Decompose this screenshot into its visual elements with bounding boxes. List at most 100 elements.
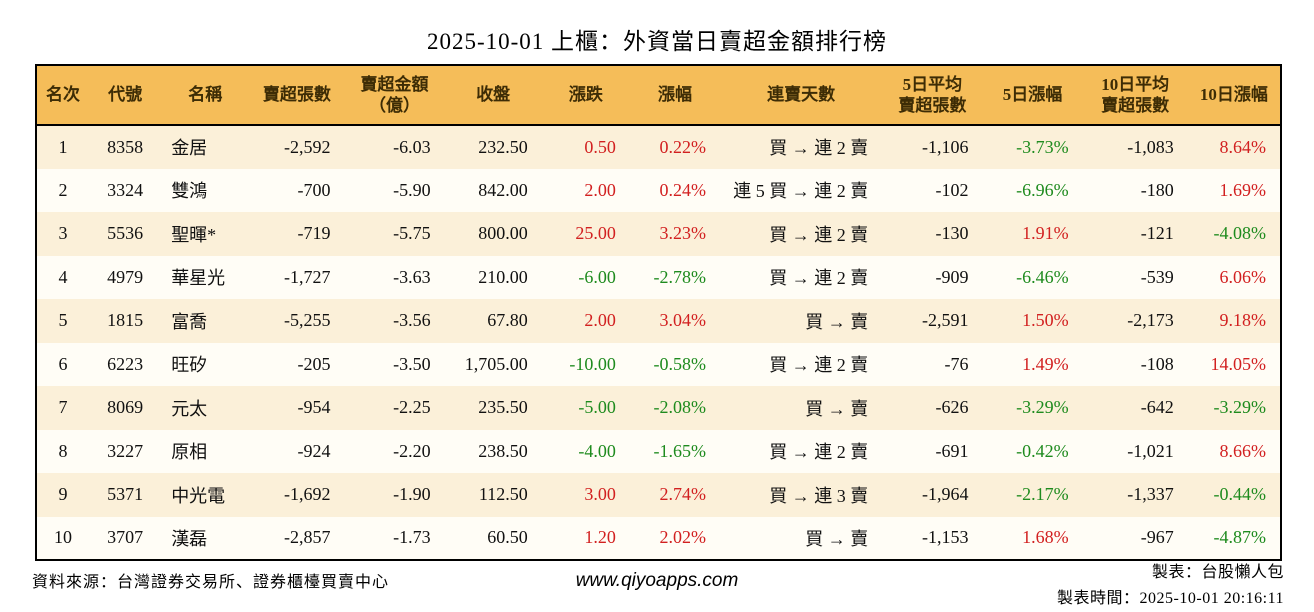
cell-close: 60.50: [444, 516, 542, 560]
cell-avg5-volume: -1,964: [882, 473, 983, 517]
cell-pct-5d: -2.17%: [982, 473, 1083, 517]
foreign-net-sell-ranking-table: 名次 代號 名稱 賣超張數 賣超金額 （億） 收盤 漲跌 漲幅 連賣天數 5日平均 賣超張數 5日漲…: [35, 64, 1282, 561]
cell-name: 聖暉*: [161, 212, 250, 256]
cell-name: 華星光: [161, 255, 250, 299]
table-row: 9 5371 中光電 -1,692 -1.90 112.50 3.00 2.74% 買 → 連 …: [36, 473, 1281, 517]
cell-avg10-volume: -108: [1082, 342, 1188, 386]
table-body: 1 8358 金居 -2,592 -6.03 232.50 0.50 0.22% 買 → 連 2…: [36, 125, 1281, 560]
cell-close: 232.50: [444, 125, 542, 169]
table-row: 7 8069 元太 -954 -2.25 235.50 -5.00 -2.08% 買 → 賣 -6…: [36, 386, 1281, 430]
cell-avg5-volume: -1,153: [882, 516, 983, 560]
cell-close: 842.00: [444, 168, 542, 212]
cell-change-pct: -0.58%: [629, 342, 721, 386]
header-row: 名次 代號 名稱 賣超張數 賣超金額 （億） 收盤 漲跌 漲幅 連賣天數 5日平均 賣超張數 5日漲…: [36, 65, 1281, 126]
cell-sell-streak: 買 → 賣: [720, 299, 883, 343]
cell-avg10-volume: -180: [1082, 168, 1188, 212]
table-row: 6 6223 旺矽 -205 -3.50 1,705.00 -10.00 -0.58% 買 → …: [36, 342, 1281, 386]
cell-pct-5d: 1.50%: [982, 299, 1083, 343]
cell-sell-streak: 買 → 連 2 賣: [720, 125, 883, 169]
cell-code: 5371: [89, 473, 162, 517]
cell-sell-streak: 連 5 買 → 連 2 賣: [720, 168, 883, 212]
cell-sell-streak: 買 → 連 3 賣: [720, 473, 883, 517]
page-title: 2025-10-01 上櫃：外資當日賣超金額排行榜: [426, 29, 888, 54]
table-row: 8 3227 原相 -924 -2.20 238.50 -4.00 -1.65% 買 → 連 2…: [36, 429, 1281, 473]
cell-rank: 7: [36, 386, 90, 430]
cell-avg10-volume: -121: [1082, 212, 1188, 256]
table-row: 4 4979 華星光 -1,727 -3.63 210.00 -6.00 -2.78% 買 → …: [36, 255, 1281, 299]
cell-sell-volume: -700: [249, 168, 345, 212]
cell-pct-10d: -4.87%: [1187, 516, 1281, 560]
cell-change-pct: -2.78%: [629, 255, 721, 299]
cell-sell-amount: -3.56: [344, 299, 445, 343]
cell-avg10-volume: -967: [1082, 516, 1188, 560]
cell-code: 3707: [89, 516, 162, 560]
cell-change: 2.00: [541, 168, 630, 212]
cell-sell-volume: -719: [249, 212, 345, 256]
cell-code: 1815: [89, 299, 162, 343]
cell-code: 5536: [89, 212, 162, 256]
cell-change-pct: 0.22%: [629, 125, 721, 169]
column-header-rank: 名次: [36, 65, 90, 126]
cell-rank: 8: [36, 429, 90, 473]
cell-change: -10.00: [541, 342, 630, 386]
cell-sell-amount: -1.73: [344, 516, 445, 560]
cell-avg10-volume: -1,337: [1082, 473, 1188, 517]
column-header-change-pct: 漲幅: [629, 65, 721, 126]
column-header-name: 名稱: [161, 65, 250, 126]
cell-sell-streak: 買 → 賣: [720, 516, 883, 560]
column-header-pct-10d: 10日漲幅: [1187, 65, 1281, 126]
table-header: 名次 代號 名稱 賣超張數 賣超金額 （億） 收盤 漲跌 漲幅 連賣天數 5日平均 賣超張數 5日漲…: [36, 65, 1281, 126]
maker-credit: 製表：台股懶人包: [1151, 564, 1284, 581]
cell-pct-5d: 1.91%: [982, 212, 1083, 256]
column-header-sell-amount: 賣超金額 （億）: [344, 65, 445, 126]
cell-avg5-volume: -909: [882, 255, 983, 299]
cell-sell-amount: -3.50: [344, 342, 445, 386]
cell-rank: 5: [36, 299, 90, 343]
cell-avg5-volume: -2,591: [882, 299, 983, 343]
cell-avg10-volume: -1,021: [1082, 429, 1188, 473]
cell-avg10-volume: -2,173: [1082, 299, 1188, 343]
ranking-table: 名次 代號 名稱 賣超張數 賣超金額 （億） 收盤 漲跌 漲幅 連賣天數 5日平均 賣超張數 5日漲…: [35, 64, 1282, 561]
cell-change-pct: 2.02%: [629, 516, 721, 560]
table-row: 10 3707 漢磊 -2,857 -1.73 60.50 1.20 2.02% 買 → 賣 -1…: [36, 516, 1281, 560]
data-source: 資料來源：台灣證券交易所、證券櫃檯買賣中心: [32, 574, 390, 591]
column-header-change: 漲跌: [541, 65, 630, 126]
column-header-sell-volume: 賣超張數: [249, 65, 345, 126]
website-url: www.qiyoapps.com: [575, 570, 739, 591]
cell-rank: 10: [36, 516, 90, 560]
cell-sell-volume: -1,692: [249, 473, 345, 517]
footer: 資料來源：台灣證券交易所、證券櫃檯買賣中心 www.qiyoapps.com 製…: [30, 560, 1284, 610]
cell-sell-volume: -2,857: [249, 516, 345, 560]
cell-change: 2.00: [541, 299, 630, 343]
table-row: 1 8358 金居 -2,592 -6.03 232.50 0.50 0.22% 買 → 連 2…: [36, 125, 1281, 169]
cell-name: 漢磊: [161, 516, 250, 560]
cell-code: 4979: [89, 255, 162, 299]
cell-change-pct: 0.24%: [629, 168, 721, 212]
cell-name: 旺矽: [161, 342, 250, 386]
cell-pct-5d: -0.42%: [982, 429, 1083, 473]
table-row: 2 3324 雙鴻 -700 -5.90 842.00 2.00 0.24% 連 5 買 → 連…: [36, 168, 1281, 212]
cell-change: 1.20: [541, 516, 630, 560]
cell-sell-volume: -924: [249, 429, 345, 473]
cell-pct-10d: -3.29%: [1187, 386, 1281, 430]
cell-pct-10d: 8.66%: [1187, 429, 1281, 473]
cell-sell-volume: -5,255: [249, 299, 345, 343]
cell-close: 112.50: [444, 473, 542, 517]
cell-sell-amount: -2.20: [344, 429, 445, 473]
cell-sell-volume: -1,727: [249, 255, 345, 299]
cell-rank: 9: [36, 473, 90, 517]
cell-avg5-volume: -626: [882, 386, 983, 430]
cell-rank: 1: [36, 125, 90, 169]
generated-timestamp: 製表時間：2025-10-01 20:16:11: [1057, 589, 1284, 607]
cell-avg5-volume: -691: [882, 429, 983, 473]
cell-name: 富喬: [161, 299, 250, 343]
cell-pct-10d: 1.69%: [1187, 168, 1281, 212]
cell-change: -6.00: [541, 255, 630, 299]
cell-avg5-volume: -102: [882, 168, 983, 212]
cell-sell-streak: 買 → 連 2 賣: [720, 429, 883, 473]
cell-name: 雙鴻: [161, 168, 250, 212]
cell-close: 67.80: [444, 299, 542, 343]
cell-pct-10d: 14.05%: [1187, 342, 1281, 386]
cell-pct-10d: 8.64%: [1187, 125, 1281, 169]
cell-pct-5d: 1.68%: [982, 516, 1083, 560]
